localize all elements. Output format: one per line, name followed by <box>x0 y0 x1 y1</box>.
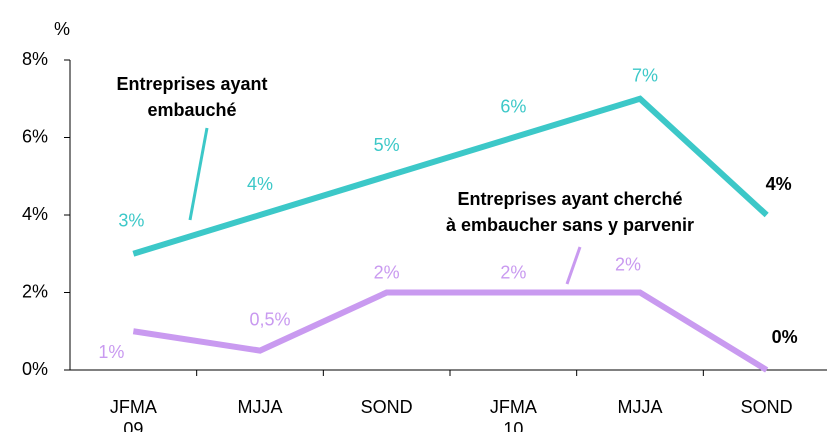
value-label: 3% <box>118 211 144 231</box>
x-tick-label: SOND <box>361 397 413 417</box>
value-label: 0% <box>772 327 798 347</box>
x-tick-label: MJJA <box>618 397 663 417</box>
legend-label: Entreprises ayant cherché à embaucher san… <box>446 189 694 235</box>
legend-label: Entreprises ayant embauché <box>116 74 267 120</box>
legend-label-line: Entreprises ayant cherché <box>457 189 682 209</box>
value-label: 7% <box>632 66 658 86</box>
x-tick-label-line: JFMA <box>110 397 157 417</box>
x-tick-label-line: JFMA <box>490 397 537 417</box>
legend-leader <box>565 246 582 285</box>
value-label: 2% <box>374 262 400 282</box>
x-tick-label: JFMA 10 <box>490 397 537 432</box>
legend-label-line: à embaucher sans y parvenir <box>446 215 694 235</box>
x-tick-label: SOND <box>741 397 793 417</box>
value-label: 2% <box>500 262 526 282</box>
value-label: 4% <box>247 174 273 194</box>
y-tick-label: 2% <box>22 281 48 301</box>
x-tick-label: MJJA <box>238 397 283 417</box>
y-tick-label: 8% <box>22 49 48 69</box>
x-tick-label-line: 10 <box>503 419 523 432</box>
y-tick-label: 6% <box>22 126 48 146</box>
legend-label-line: Entreprises ayant <box>116 74 267 94</box>
series-line <box>132 95 769 257</box>
value-label: 6% <box>500 96 526 116</box>
y-tick-label: 0% <box>22 359 48 379</box>
value-label: 0,5% <box>249 309 290 329</box>
value-label: 1% <box>98 342 124 362</box>
y-axis-label: % <box>54 19 70 39</box>
legend-leader <box>188 127 209 221</box>
y-tick-label: 4% <box>22 204 48 224</box>
legend-label-line: embauché <box>147 100 236 120</box>
value-label: 5% <box>374 135 400 155</box>
series-line <box>132 289 769 373</box>
x-tick-label-line: 09 <box>123 419 143 432</box>
value-label: 2% <box>615 254 641 274</box>
x-tick-label: JFMA 09 <box>110 397 157 432</box>
value-label: 4% <box>766 174 792 194</box>
